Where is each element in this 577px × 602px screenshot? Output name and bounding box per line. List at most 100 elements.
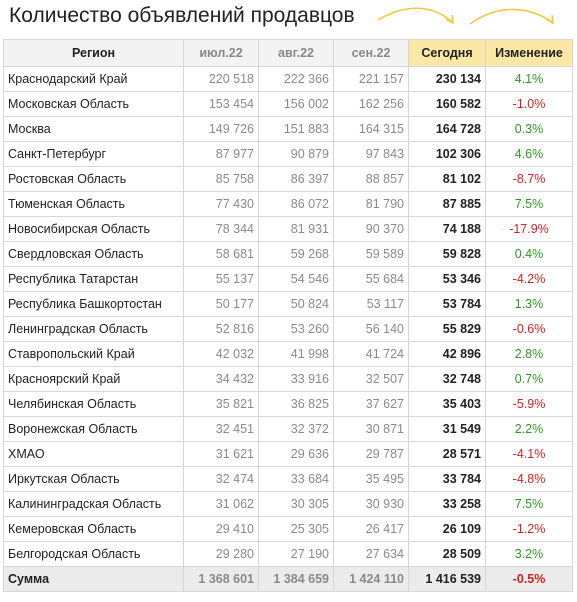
arrow-icons [377, 7, 554, 25]
change-cell: 0.4% [485, 241, 573, 267]
header-change[interactable]: Изменение [485, 39, 573, 67]
jul-cell: 87 977 [183, 141, 259, 167]
change-cell: 7.5% [485, 491, 573, 517]
today-cell: 74 188 [408, 216, 486, 242]
aug-cell: 30 305 [258, 491, 334, 517]
aug-cell: 36 825 [258, 391, 334, 417]
today-cell: 102 306 [408, 141, 486, 167]
table-row: ХМАО 31 621 29 636 29 787 28 571 -4.1% [3, 441, 573, 467]
change-cell: -5.9% [485, 391, 573, 417]
sep-cell: 32 507 [333, 366, 409, 392]
header-jul[interactable]: июл.22 [183, 39, 259, 67]
change-cell: -17.9% [485, 216, 573, 242]
table-row: Ростовская Область 85 758 86 397 88 857 81 1… [3, 166, 573, 192]
sep-cell: 35 495 [333, 466, 409, 492]
aug-cell: 156 002 [258, 91, 334, 117]
change-cell: 7.5% [485, 191, 573, 217]
aug-cell: 54 546 [258, 266, 334, 292]
jul-cell: 78 344 [183, 216, 259, 242]
change-cell: -1.0% [485, 91, 573, 117]
sep-cell: 29 787 [333, 441, 409, 467]
sellers-table: Регион июл.22 авг.22 сен.22 Сегодня Изме… [3, 39, 573, 592]
change-cell: 2.8% [485, 341, 573, 367]
today-cell: 28 571 [408, 441, 486, 467]
region-cell: Тюменская Область [3, 191, 184, 217]
sep-cell: 30 930 [333, 491, 409, 517]
today-cell: 160 582 [408, 91, 486, 117]
region-cell: Калининградская Область [3, 491, 184, 517]
region-cell: Новосибирская Область [3, 216, 184, 242]
today-cell: 230 134 [408, 66, 486, 92]
change-cell: -8.7% [485, 166, 573, 192]
jul-cell: 31 062 [183, 491, 259, 517]
today-cell: 35 403 [408, 391, 486, 417]
jul-cell: 77 430 [183, 191, 259, 217]
table-row: Воронежская Область 32 451 32 372 30 871 31 … [3, 416, 573, 442]
table-row: Ленинградская Область 52 816 53 260 56 140 5… [3, 316, 573, 342]
today-cell: 26 109 [408, 516, 486, 542]
table-row: Красноярский Край 34 432 33 916 32 507 32 74… [3, 366, 573, 392]
region-cell: Московская Область [3, 91, 184, 117]
aug-cell: 41 998 [258, 341, 334, 367]
today-cell: 32 748 [408, 366, 486, 392]
aug-cell: 33 684 [258, 466, 334, 492]
sep-cell: 221 157 [333, 66, 409, 92]
region-cell: Кемеровская Область [3, 516, 184, 542]
table-row: Тюменская Область 77 430 86 072 81 790 87 88… [3, 191, 573, 217]
today-cell: 53 346 [408, 266, 486, 292]
sep-cell: 1 424 110 [333, 566, 409, 592]
jul-cell: 55 137 [183, 266, 259, 292]
today-cell: 87 885 [408, 191, 486, 217]
header-aug[interactable]: авг.22 [258, 39, 334, 67]
jul-cell: 32 474 [183, 466, 259, 492]
table-row: Краснодарский Край 220 518 222 366 221 157 2… [3, 66, 573, 92]
jul-cell: 42 032 [183, 341, 259, 367]
header-region[interactable]: Регион [3, 39, 184, 67]
today-cell: 59 828 [408, 241, 486, 267]
change-cell: 2.2% [485, 416, 573, 442]
today-cell: 33 784 [408, 466, 486, 492]
table-row: Челябинская Область 35 821 36 825 37 627 35 … [3, 391, 573, 417]
region-cell: Ростовская Область [3, 166, 184, 192]
today-cell: 1 416 539 [408, 566, 486, 592]
sep-cell: 27 634 [333, 541, 409, 567]
change-cell: -0.6% [485, 316, 573, 342]
header-sep[interactable]: сен.22 [333, 39, 409, 67]
jul-cell: 29 410 [183, 516, 259, 542]
aug-cell: 25 305 [258, 516, 334, 542]
change-cell: -4.8% [485, 466, 573, 492]
sep-cell: 55 684 [333, 266, 409, 292]
jul-cell: 34 432 [183, 366, 259, 392]
sep-cell: 59 589 [333, 241, 409, 267]
sep-cell: 90 370 [333, 216, 409, 242]
today-cell: 53 784 [408, 291, 486, 317]
jul-cell: 220 518 [183, 66, 259, 92]
jul-cell: 32 451 [183, 416, 259, 442]
table-row: Республика Татарстан 55 137 54 546 55 684 53… [3, 266, 573, 292]
change-cell: 4.1% [485, 66, 573, 92]
aug-cell: 50 824 [258, 291, 334, 317]
aug-cell: 32 372 [258, 416, 334, 442]
sep-cell: 162 256 [333, 91, 409, 117]
aug-cell: 151 883 [258, 116, 334, 142]
region-cell: Свердловская Область [3, 241, 184, 267]
header-today[interactable]: Сегодня [408, 39, 486, 67]
table-row: Свердловская Область 58 681 59 268 59 589 59… [3, 241, 573, 267]
region-cell: Ленинградская Область [3, 316, 184, 342]
today-cell: 31 549 [408, 416, 486, 442]
region-cell: Ставропольский Край [3, 341, 184, 367]
sep-cell: 41 724 [333, 341, 409, 367]
sep-cell: 164 315 [333, 116, 409, 142]
total-row: Сумма 1 368 601 1 384 659 1 424 110 1 416 53… [3, 566, 573, 592]
arrowhead-icon [545, 14, 554, 25]
region-cell: Республика Татарстан [3, 266, 184, 292]
sep-cell: 97 843 [333, 141, 409, 167]
jul-cell: 31 621 [183, 441, 259, 467]
aug-cell: 81 931 [258, 216, 334, 242]
sep-cell: 37 627 [333, 391, 409, 417]
change-cell: 4.6% [485, 141, 573, 167]
region-cell: Иркутская Область [3, 466, 184, 492]
aug-cell: 33 916 [258, 366, 334, 392]
jul-cell: 1 368 601 [183, 566, 259, 592]
sep-cell: 53 117 [333, 291, 409, 317]
